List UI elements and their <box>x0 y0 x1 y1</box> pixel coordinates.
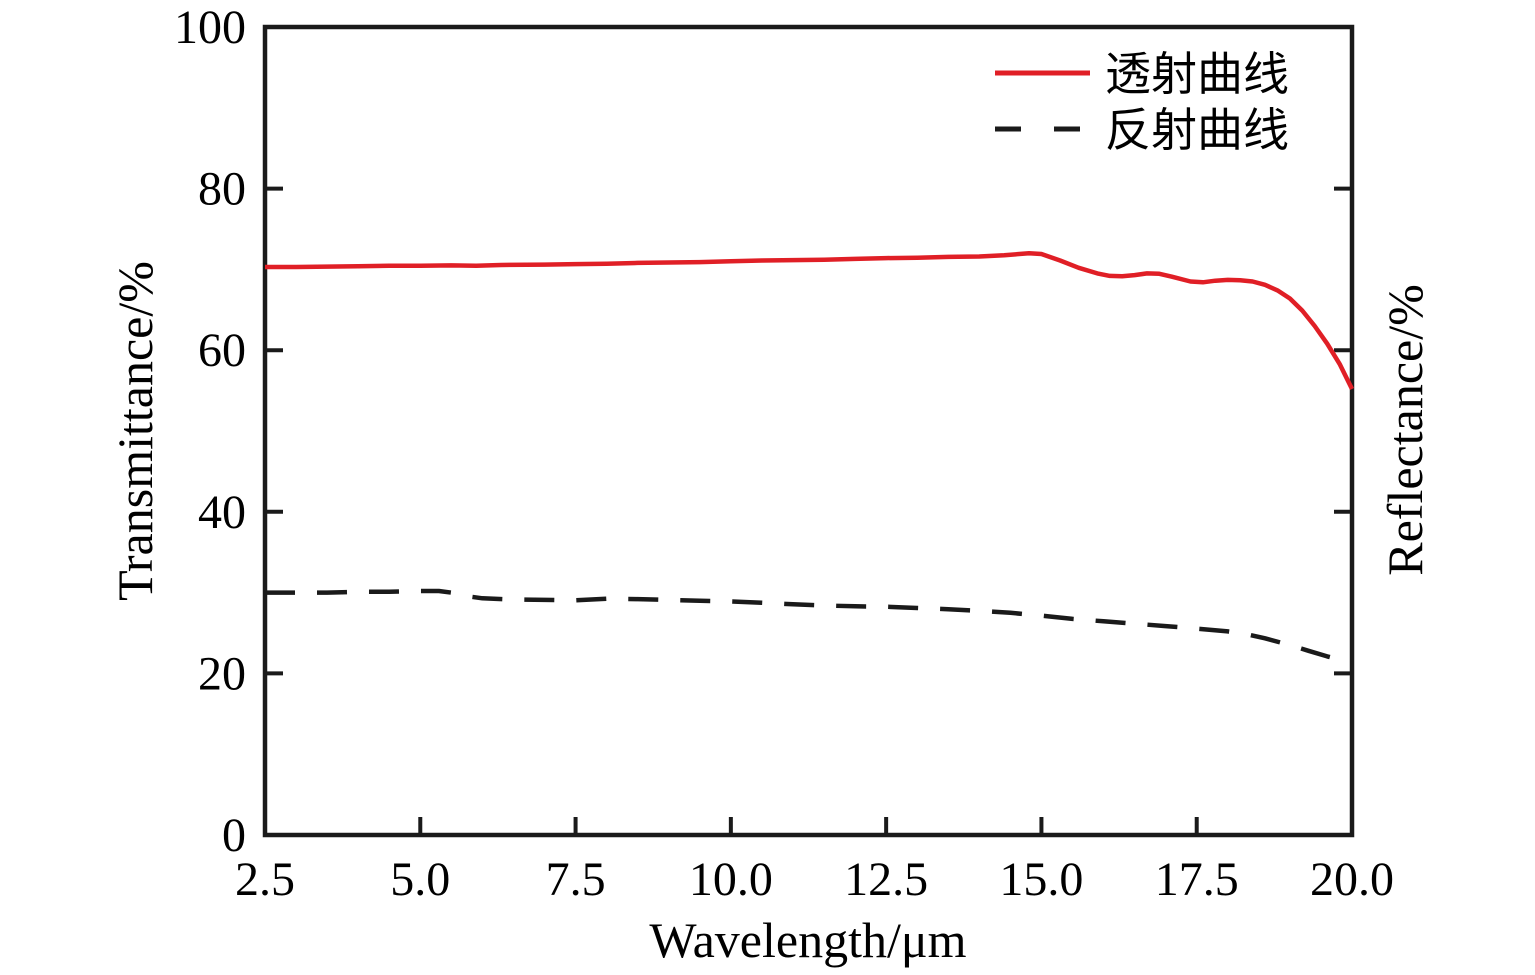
x-axis-tick-label: 7.5 <box>546 853 606 906</box>
x-axis-tick-label: 17.5 <box>1155 853 1239 906</box>
x-axis-tick-label: 5.0 <box>390 853 450 906</box>
x-axis-tick-label: 20.0 <box>1310 853 1394 906</box>
axis-ticks <box>265 186 1352 835</box>
data-curves <box>265 250 1355 666</box>
legend-label-transmittance: 透射曲线 <box>1105 49 1289 100</box>
y-axis-tick-label: 20 <box>198 647 246 700</box>
legend-label-reflectance: 反射曲线 <box>1105 105 1289 156</box>
legend: 透射曲线 反射曲线 <box>995 49 1289 156</box>
y-axis-tick-label: 60 <box>198 324 246 377</box>
transmittance-curve <box>265 250 1355 390</box>
x-axis-tick-labels: 2.5 5.0 7.5 10.0 12.5 15.0 17.5 20.0 <box>235 853 1394 906</box>
reflectance-curve <box>265 588 1353 666</box>
y-axis-tick-labels: 0 20 40 60 80 100 <box>174 1 246 862</box>
x-axis-title: Wavelength/μm <box>649 912 966 968</box>
x-axis-tick-label: 2.5 <box>235 853 295 906</box>
x-axis-tick-label: 15.0 <box>999 853 1083 906</box>
axes-frame <box>262 24 1355 838</box>
left-y-axis-title: Transmittance/% <box>107 261 163 601</box>
x-axis-tick-label: 12.5 <box>844 853 928 906</box>
x-axis-tick-label: 10.0 <box>689 853 773 906</box>
y-axis-tick-label: 80 <box>198 163 246 216</box>
right-y-axis-title: Reflectance/% <box>1377 284 1433 575</box>
y-axis-tick-label: 0 <box>222 809 246 862</box>
y-axis-tick-label: 40 <box>198 486 246 539</box>
y-axis-tick-label: 100 <box>174 1 246 54</box>
